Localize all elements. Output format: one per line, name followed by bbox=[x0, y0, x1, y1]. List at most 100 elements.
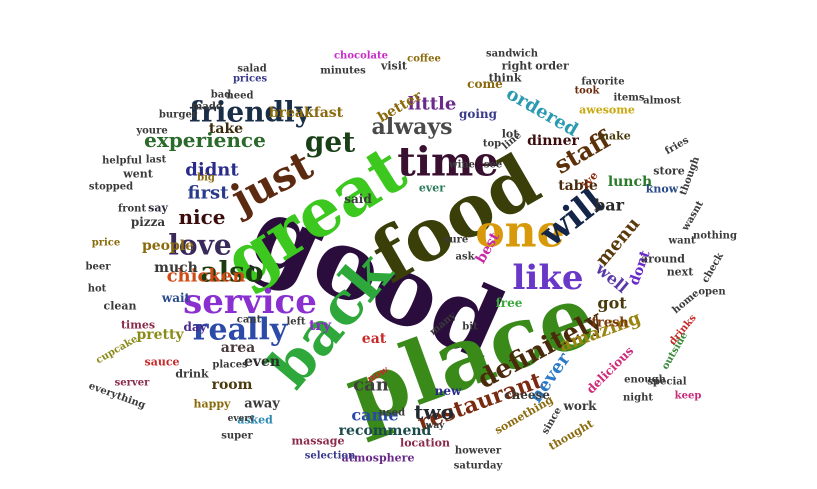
cloud-word-table: table bbox=[558, 178, 598, 194]
cloud-word-one: one bbox=[475, 207, 564, 258]
cloud-word-super: super bbox=[221, 431, 253, 442]
cloud-word-location: location bbox=[400, 437, 450, 450]
cloud-word-little: little bbox=[408, 94, 457, 115]
cloud-word-server: server bbox=[115, 378, 150, 389]
cloud-word-open: open bbox=[698, 287, 726, 298]
cloud-word-wait: wait bbox=[161, 291, 191, 305]
cloud-word-last: last bbox=[146, 155, 167, 166]
cloud-word-take: take bbox=[209, 121, 243, 137]
cloud-word-places: places bbox=[212, 360, 248, 371]
cloud-word-way: way bbox=[425, 421, 446, 431]
cloud-word-really: really bbox=[193, 313, 289, 348]
cloud-word-keep: keep bbox=[675, 391, 702, 402]
cloud-word-make: make bbox=[597, 130, 630, 143]
cloud-word-nothing: nothing bbox=[693, 231, 737, 242]
cloud-word-helpful: helpful bbox=[102, 156, 142, 167]
cloud-word-atmosphere: atmosphere bbox=[342, 452, 415, 465]
cloud-word-around: around bbox=[641, 253, 685, 266]
cloud-word-saturday: saturday bbox=[454, 461, 504, 472]
cloud-word-people: people bbox=[142, 238, 194, 254]
cloud-word-drink: drink bbox=[175, 368, 209, 381]
cloud-word-try: try bbox=[309, 318, 332, 334]
cloud-word-sure: sure bbox=[444, 235, 469, 246]
cloud-word-items: items bbox=[614, 93, 645, 104]
cloud-word-sauce: sauce bbox=[144, 356, 179, 369]
cloud-word-stopped: stopped bbox=[89, 182, 133, 193]
cloud-word-massage: massage bbox=[292, 435, 345, 448]
cloud-word-price: price bbox=[92, 238, 121, 249]
cloud-word-pizza: pizza bbox=[131, 215, 166, 229]
cloud-word-got: got bbox=[597, 294, 627, 313]
cloud-word-used: used bbox=[379, 408, 405, 419]
cloud-word-favorite: favorite bbox=[581, 77, 624, 88]
cloud-word-want: want bbox=[668, 236, 696, 247]
cloud-word-eat: eat bbox=[362, 331, 387, 347]
cloud-word-time: time bbox=[397, 139, 498, 186]
cloud-word-next: next bbox=[667, 266, 695, 279]
cloud-word-however: however bbox=[455, 446, 502, 457]
cloud-word-youre: youre bbox=[135, 126, 167, 137]
cloud-word-beer: beer bbox=[86, 262, 112, 273]
cloud-word-made: made bbox=[192, 102, 222, 113]
cloud-word-asked: asked bbox=[237, 414, 273, 427]
cloud-word-lunch: lunch bbox=[608, 174, 652, 190]
cloud-word-sandwich: sandwich bbox=[486, 49, 539, 60]
cloud-word-nice: nice bbox=[178, 205, 225, 229]
cloud-word-cheese: cheese bbox=[504, 388, 550, 402]
cloud-word-service: service bbox=[183, 282, 317, 322]
cloud-word-can: can bbox=[353, 375, 389, 396]
cloud-word-work: work bbox=[563, 399, 598, 413]
cloud-word-get: get bbox=[305, 126, 355, 159]
cloud-word-chicken: chicken bbox=[167, 266, 246, 287]
cloud-word-wine: wine bbox=[448, 160, 475, 171]
cloud-word-cant: cant bbox=[237, 315, 262, 326]
cloud-word-like: like bbox=[512, 258, 583, 298]
cloud-word-room: room bbox=[212, 377, 253, 393]
cloud-word-came: came bbox=[351, 406, 398, 425]
cloud-word-going: going bbox=[459, 107, 498, 121]
cloud-word-new: new bbox=[435, 384, 462, 398]
cloud-word-top: top bbox=[483, 139, 501, 150]
cloud-word-say: say bbox=[148, 202, 168, 215]
cloud-word-check: check bbox=[700, 250, 726, 285]
cloud-word-happy: happy bbox=[194, 398, 232, 411]
cloud-word-order: order bbox=[535, 60, 569, 73]
cloud-word-experience: experience bbox=[144, 128, 266, 152]
cloud-word-awesome: awesome bbox=[579, 104, 635, 117]
cloud-word-clean: clean bbox=[104, 300, 137, 313]
cloud-word-lot: lot bbox=[502, 128, 520, 141]
cloud-word-bit: bit bbox=[462, 322, 478, 333]
cloud-word-night: night bbox=[623, 393, 653, 404]
cloud-word-come: come bbox=[467, 77, 503, 91]
cloud-word-left: left bbox=[286, 317, 305, 328]
cloud-word-enough: enough bbox=[624, 375, 667, 386]
cloud-word-need: need bbox=[227, 91, 254, 102]
cloud-word-took: took bbox=[575, 86, 601, 97]
cloud-word-chocolate: chocolate bbox=[334, 51, 388, 62]
cloud-word-day: day bbox=[183, 320, 207, 334]
cloud-word-free: free bbox=[496, 296, 523, 310]
cloud-word-cupcake: cupcake bbox=[94, 334, 140, 367]
cloud-word-salad: salad bbox=[237, 64, 266, 75]
cloud-word-prices: prices bbox=[233, 74, 268, 85]
cloud-word-minutes: minutes bbox=[320, 66, 366, 77]
cloud-word-think: think bbox=[489, 72, 522, 85]
cloud-word-dinner: dinner bbox=[527, 133, 579, 149]
cloud-word-know: know bbox=[646, 183, 679, 196]
cloud-word-almost: almost bbox=[643, 96, 681, 107]
cloud-word-friendly: friendly bbox=[189, 96, 312, 129]
cloud-word-ever: ever bbox=[419, 182, 445, 195]
cloud-word-first: first bbox=[187, 183, 229, 204]
cloud-word-home: home bbox=[671, 288, 702, 316]
cloud-word-two: two bbox=[414, 400, 454, 424]
cloud-word-said: said bbox=[344, 192, 372, 206]
cloud-word-breakfast: breakfast bbox=[269, 105, 344, 121]
cloud-word-recommend: recommend bbox=[339, 423, 432, 439]
cloud-word-away: away bbox=[244, 397, 280, 412]
cloud-word-love: love bbox=[168, 229, 231, 262]
cloud-word-didnt: didnt bbox=[185, 160, 239, 181]
cloud-word-ask: ask bbox=[455, 252, 475, 263]
cloud-word-burger: burger bbox=[159, 110, 198, 121]
cloud-word-fries: fries bbox=[663, 135, 691, 157]
